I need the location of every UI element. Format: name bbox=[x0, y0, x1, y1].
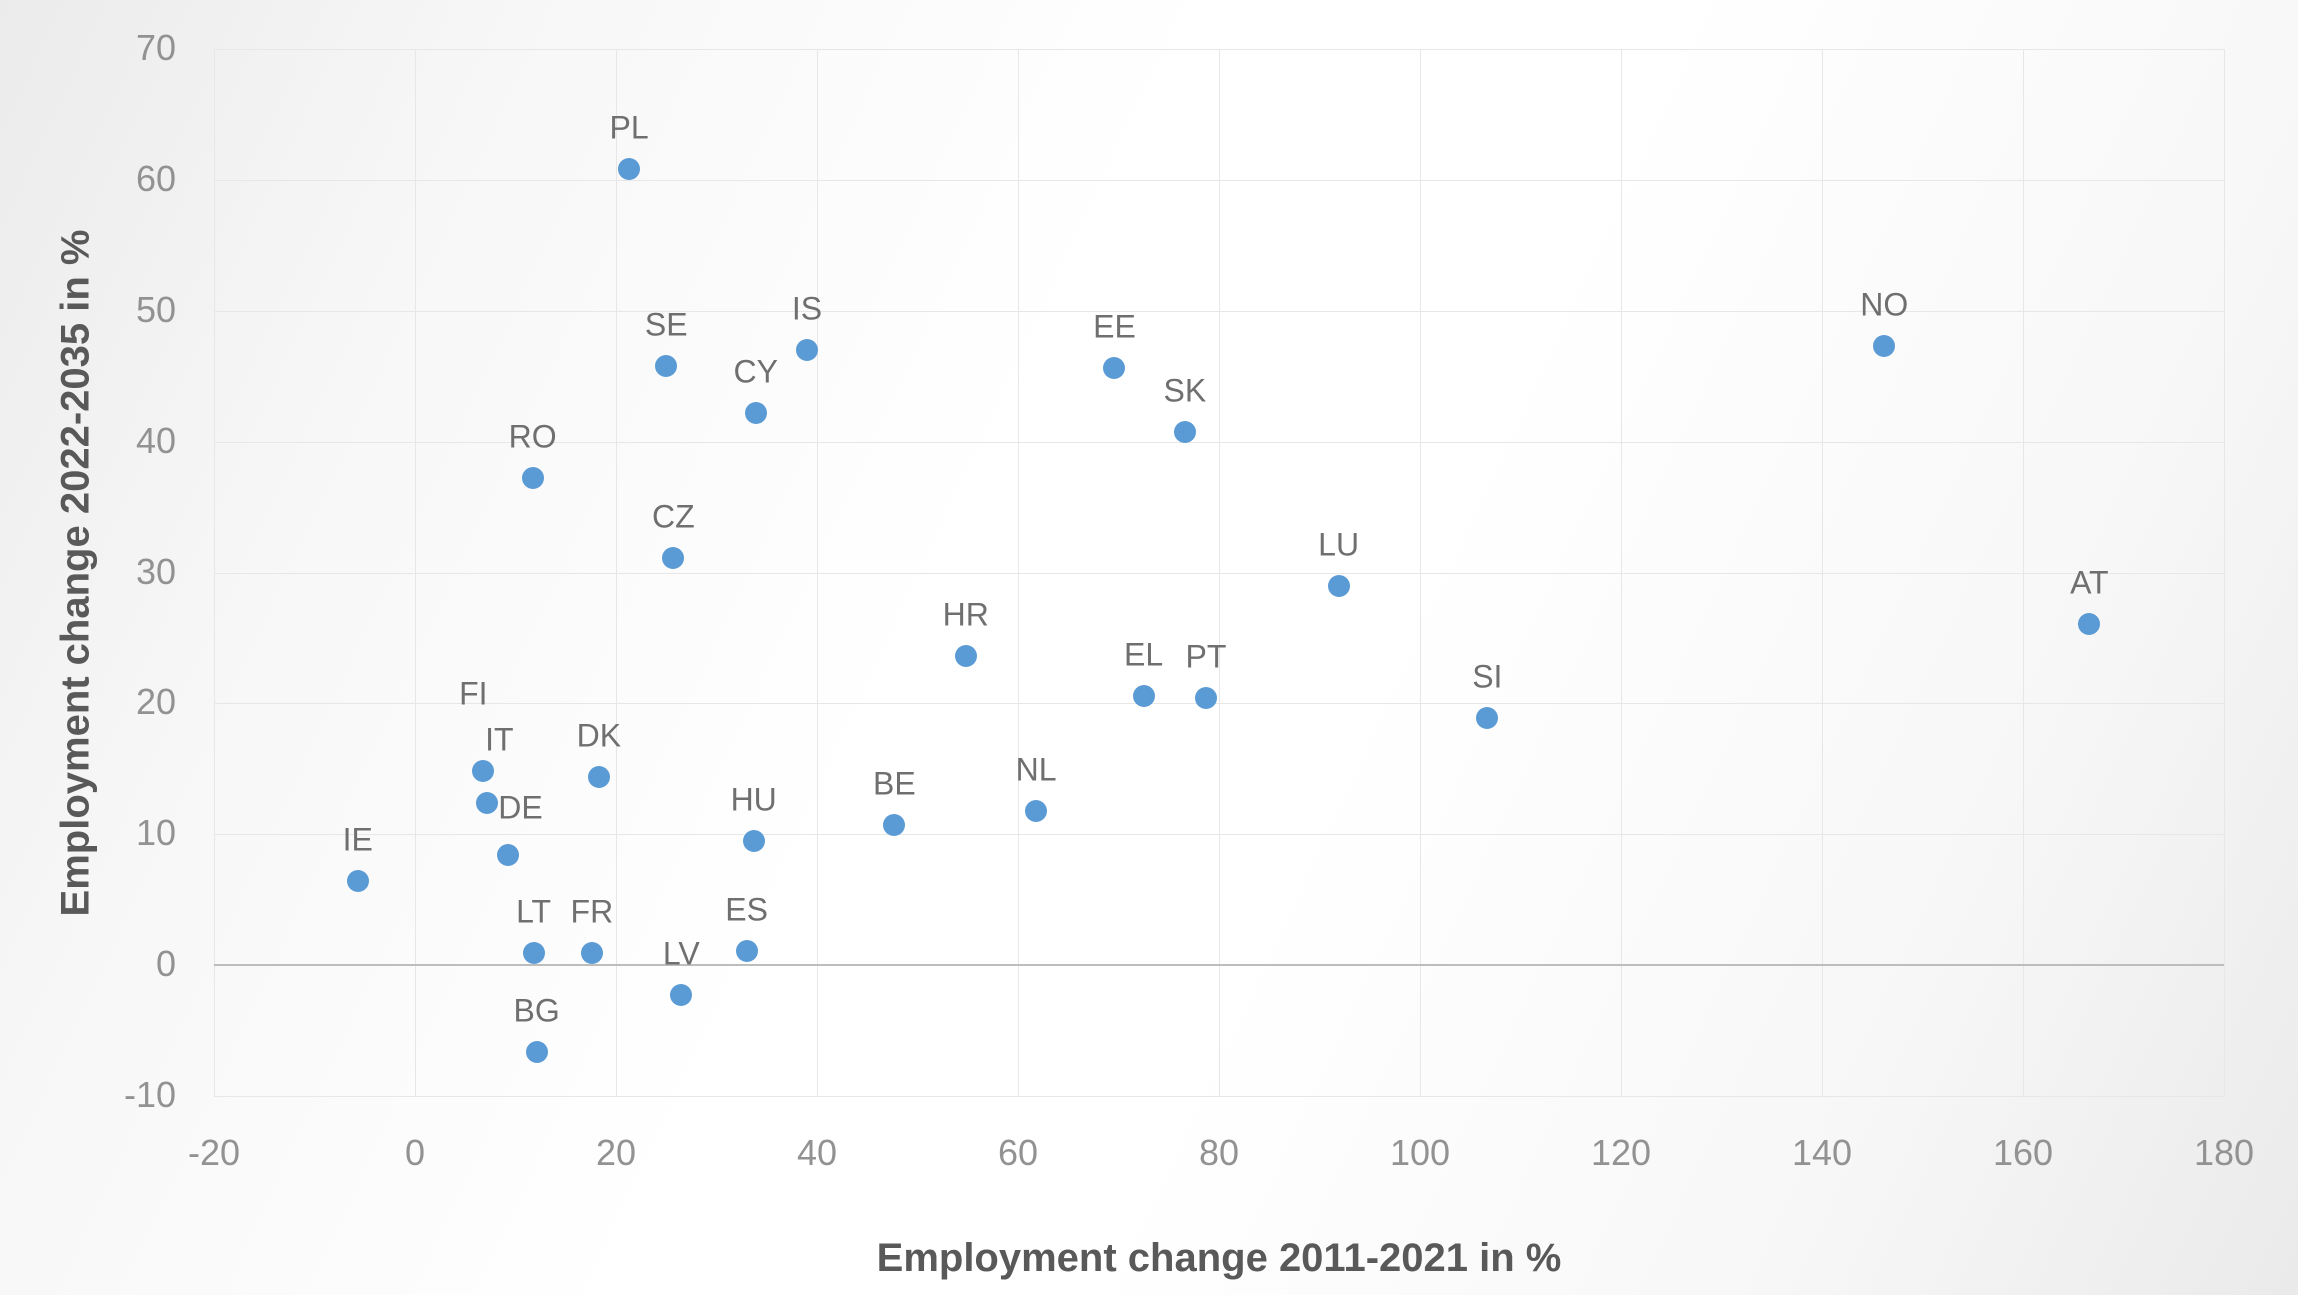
data-point-es bbox=[735, 939, 758, 962]
y-axis-title: Employment change 2022-2035 in % bbox=[53, 229, 98, 916]
data-point-label-es: ES bbox=[725, 891, 768, 928]
x-axis-tick-label: 20 bbox=[595, 1132, 637, 1173]
y-axis-tick-label: 70 bbox=[135, 27, 176, 68]
x-axis-tick-label: 140 bbox=[1791, 1132, 1853, 1173]
horizontal-gridline bbox=[214, 179, 2224, 181]
x-axis-tick-label: 60 bbox=[997, 1132, 1039, 1173]
data-point-is bbox=[795, 339, 818, 361]
data-point-si bbox=[1476, 706, 1499, 729]
data-point-label-se: SE bbox=[644, 306, 688, 343]
data-point-label-de: DE bbox=[498, 789, 543, 826]
y-axis-tick-label: 40 bbox=[135, 419, 176, 461]
x-axis-tick-label: 100 bbox=[1389, 1132, 1451, 1173]
data-point-label-cy: CY bbox=[733, 353, 778, 390]
data-point-label-is: IS bbox=[791, 290, 823, 327]
data-point-label-ee: EE bbox=[1093, 308, 1136, 345]
data-point-label-si: SI bbox=[1472, 658, 1503, 695]
data-point-dk bbox=[587, 765, 610, 788]
data-point-it bbox=[476, 791, 499, 814]
x-axis-tick-label: -20 bbox=[187, 1132, 241, 1173]
y-axis-tick-label: 0 bbox=[155, 943, 176, 985]
data-point-at bbox=[2078, 612, 2101, 635]
horizontal-gridline bbox=[214, 1096, 2224, 1097]
data-point-label-no: NO bbox=[1860, 286, 1909, 323]
data-point-cz bbox=[662, 547, 685, 570]
x-axis-tick-label: 40 bbox=[796, 1132, 838, 1173]
data-point-ro bbox=[521, 467, 544, 490]
y-axis-tick-label: 10 bbox=[135, 812, 176, 854]
horizontal-gridline bbox=[214, 310, 2224, 312]
data-point-label-dk: DK bbox=[576, 717, 622, 754]
data-point-cy bbox=[744, 401, 767, 424]
horizontal-gridline bbox=[214, 49, 2224, 50]
data-point-label-fi: FI bbox=[459, 675, 488, 712]
data-point-bg bbox=[525, 1040, 548, 1063]
data-point-label-bg: BG bbox=[513, 992, 560, 1028]
data-point-pt bbox=[1194, 687, 1217, 710]
data-point-sk bbox=[1173, 421, 1196, 444]
data-point-label-el: EL bbox=[1124, 636, 1164, 673]
data-point-fr bbox=[580, 942, 603, 965]
x-axis-tick-label: 80 bbox=[1198, 1132, 1240, 1173]
x-axis-tick-label: 180 bbox=[2193, 1132, 2255, 1173]
y-axis-tick-label: -10 bbox=[123, 1074, 176, 1115]
zero-axis-line bbox=[214, 964, 2224, 967]
data-point-label-ie: IE bbox=[342, 821, 373, 858]
data-point-label-fr: FR bbox=[570, 893, 614, 930]
data-point-label-hr: HR bbox=[942, 596, 989, 633]
horizontal-gridline bbox=[214, 703, 2224, 705]
data-point-label-be: BE bbox=[873, 765, 916, 802]
data-point-label-lt: LT bbox=[516, 893, 552, 930]
data-point-nl bbox=[1025, 799, 1048, 822]
data-point-label-nl: NL bbox=[1015, 751, 1057, 788]
horizontal-gridline bbox=[214, 441, 2224, 443]
data-point-el bbox=[1132, 684, 1155, 707]
x-axis-tick-label: 120 bbox=[1590, 1132, 1652, 1173]
data-point-be bbox=[883, 814, 906, 837]
y-axis-tick-label: 20 bbox=[135, 681, 176, 723]
x-axis-tick-label: 160 bbox=[1992, 1132, 2054, 1173]
data-point-label-ro: RO bbox=[508, 418, 557, 455]
data-point-label-sk: SK bbox=[1163, 372, 1207, 409]
x-axis-title: Employment change 2011-2021 in % bbox=[876, 1236, 1562, 1280]
y-axis-tick-label: 30 bbox=[135, 550, 176, 592]
data-point-fi bbox=[472, 760, 495, 783]
data-point-label-lv: LV bbox=[662, 935, 700, 972]
data-point-label-pl: PL bbox=[609, 109, 649, 146]
data-point-lu bbox=[1327, 574, 1350, 597]
data-point-label-cz: CZ bbox=[651, 498, 695, 535]
horizontal-gridline bbox=[214, 572, 2224, 574]
data-point-pl bbox=[618, 158, 641, 181]
data-point-ie bbox=[346, 870, 369, 893]
data-point-label-lu: LU bbox=[1318, 526, 1360, 563]
data-point-lv bbox=[670, 984, 693, 1007]
data-point-label-it: IT bbox=[485, 721, 514, 758]
data-point-hu bbox=[742, 829, 765, 852]
y-axis-tick-label: 60 bbox=[135, 157, 176, 199]
vertical-gridline bbox=[2224, 49, 2225, 1096]
data-point-hr bbox=[954, 645, 977, 668]
data-point-lt bbox=[522, 942, 545, 965]
data-point-label-at: AT bbox=[2070, 564, 2109, 601]
data-point-label-hu: HU bbox=[730, 781, 777, 818]
data-point-de bbox=[497, 844, 520, 867]
data-point-se bbox=[655, 354, 678, 377]
data-point-no bbox=[1873, 335, 1896, 358]
data-point-ee bbox=[1103, 357, 1126, 380]
data-point-label-pt: PT bbox=[1185, 638, 1227, 675]
y-axis-tick-label: 50 bbox=[135, 288, 176, 330]
horizontal-gridline bbox=[214, 834, 2224, 836]
x-axis-tick-label: 0 bbox=[404, 1132, 426, 1173]
